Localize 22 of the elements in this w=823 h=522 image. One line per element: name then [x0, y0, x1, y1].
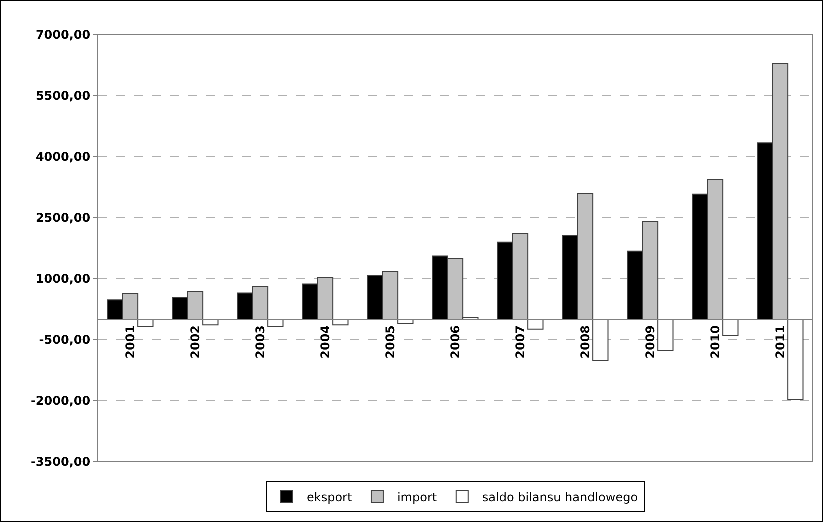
y-tick-label: 1000,00 [36, 272, 91, 286]
x-tick-label: 2010 [708, 325, 722, 359]
x-tick-label: 2001 [123, 325, 138, 359]
x-tick-label: 2006 [448, 325, 462, 359]
legend-label: saldo bilansu handlowego [482, 490, 638, 504]
x-tick-label: 2005 [383, 325, 398, 359]
x-tick-label: 2011 [773, 325, 788, 359]
y-tick-label: 5500,00 [36, 89, 91, 104]
y-tick-label: 7000,00 [36, 28, 91, 42]
x-tick-label: 2003 [253, 325, 268, 359]
legend-label: import [397, 490, 438, 504]
x-tick-label: 2008 [578, 325, 592, 359]
x-tick-label: 2002 [188, 325, 202, 359]
y-tick-label: 2500,00 [36, 211, 91, 226]
y-tick-label: -2000,00 [30, 394, 91, 408]
x-tick-label: 2007 [513, 325, 528, 359]
y-tick-label: -500,00 [39, 333, 91, 348]
y-tick-label: 4000,00 [36, 150, 91, 164]
legend-label: eksport [307, 490, 352, 504]
y-tick-label: -3500,00 [30, 455, 91, 470]
x-tick-label: 2009 [643, 325, 658, 359]
x-tick-label: 2004 [318, 325, 332, 359]
